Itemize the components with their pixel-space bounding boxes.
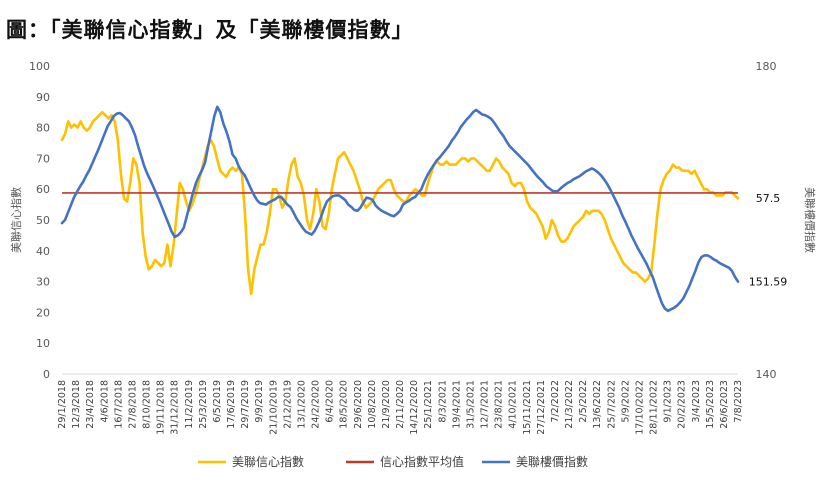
y-tick-label: 30 — [36, 276, 50, 289]
x-tick-label: 5/9/2022 — [620, 380, 631, 423]
x-tick-label: 29/7/2019 — [240, 380, 251, 429]
x-tick-label: 28/11/2022 — [649, 380, 660, 435]
y-tick-label: 0 — [43, 368, 50, 381]
series-layer — [60, 105, 740, 313]
x-tick-label: 20/2/2023 — [677, 380, 688, 429]
x-tick-label: 15/5/2023 — [705, 380, 716, 429]
chart-title: 圖：「美聯信心指數」及「美聯樓價指數」 — [6, 18, 414, 42]
x-tick-label: 2/12/2019 — [282, 380, 293, 429]
x-tick-label: 24/2/2020 — [311, 380, 322, 429]
x-tick-label: 4/10/2021 — [508, 380, 519, 429]
x-tick-label: 26/6/2023 — [719, 380, 730, 429]
y-tick-label: 80 — [36, 122, 50, 135]
legend-label: 美聯樓價指數 — [516, 454, 588, 469]
legend: 美聯信心指數 信心指數平均值 美聯樓價指數 — [198, 454, 588, 469]
x-tick-label: 13/1/2020 — [296, 380, 307, 429]
x-tick-label: 14/12/2020 — [409, 380, 420, 435]
x-tick-label: 21/3/2022 — [564, 380, 575, 429]
x-tick-label: 17/6/2019 — [226, 380, 237, 429]
y-tick-label: 40 — [36, 245, 50, 258]
average-end-label: 57.5 — [756, 192, 781, 205]
y-tick-label: 20 — [36, 306, 50, 319]
x-tick-label: 16/7/2018 — [113, 380, 124, 429]
x-tick-label: 23/4/2018 — [85, 380, 96, 429]
x-tick-label: 31/12/2018 — [170, 380, 181, 435]
legend-item: 美聯樓價指數 — [482, 454, 588, 469]
x-tick-label: 19/11/2018 — [156, 380, 167, 435]
y-tick-label: 50 — [36, 214, 50, 227]
y-axis-left: 0 10 20 30 40 50 60 70 80 90 100 — [29, 60, 50, 381]
y-axis-right: 140 180 — [756, 60, 777, 381]
x-tick-label: 17/10/2022 — [634, 380, 645, 435]
x-tick-label: 29/1/2018 — [57, 380, 68, 429]
axis-labels: 美聯信心指數 美聯樓價指數 — [9, 187, 817, 253]
x-axis: 29/1/2018 12/3/2018 23/4/2018 4/6/2018 16/7/… — [57, 380, 744, 435]
x-tick-label: 9/1/2023 — [663, 380, 674, 423]
x-tick-label: 11/2/2019 — [184, 380, 195, 429]
x-tick-label: 25/7/2022 — [606, 380, 617, 429]
x-tick-label: 10/8/2020 — [367, 380, 378, 429]
x-tick-label: 19/4/2021 — [451, 380, 462, 429]
y-tick-label: 60 — [36, 183, 50, 196]
y2-axis-title: 美聯樓價指數 — [803, 187, 817, 253]
x-tick-label: 4/6/2018 — [99, 380, 110, 423]
y-axis-title: 美聯信心指數 — [9, 187, 23, 253]
x-tick-label: 15/11/2021 — [522, 380, 533, 435]
x-tick-label: 6/4/2020 — [325, 380, 336, 423]
x-tick-label: 2/5/2022 — [578, 380, 589, 423]
x-tick-label: 21/9/2020 — [381, 380, 392, 429]
x-tick-label: 27/8/2018 — [127, 380, 138, 429]
end-labels: 57.5 151.59 — [749, 192, 788, 289]
x-tick-label: 13/6/2022 — [592, 380, 603, 429]
y-tick-label: 10 — [36, 337, 50, 350]
x-tick-label: 3/4/2023 — [691, 380, 702, 423]
x-tick-label: 6/5/2019 — [212, 380, 223, 423]
legend-label: 信心指數平均值 — [380, 454, 464, 469]
y-tick-label: 100 — [29, 60, 50, 73]
legend-item: 信心指數平均值 — [346, 454, 464, 469]
legend-label: 美聯信心指數 — [232, 454, 304, 469]
y2-tick-label: 180 — [756, 60, 777, 73]
x-tick-label: 21/10/2019 — [268, 380, 279, 435]
x-tick-label: 8/3/2021 — [437, 380, 448, 423]
y2-tick-label: 140 — [756, 368, 777, 381]
x-tick-label: 9/9/2019 — [254, 380, 265, 423]
x-tick-label: 25/1/2021 — [423, 380, 434, 429]
x-tick-label: 23/8/2021 — [494, 380, 505, 429]
x-tick-label: 7/8/2023 — [733, 380, 744, 423]
x-tick-label: 29/6/2020 — [353, 380, 364, 429]
x-tick-label: 25/3/2019 — [198, 380, 209, 429]
y-tick-label: 70 — [36, 152, 50, 165]
x-tick-label: 12/7/2021 — [480, 380, 491, 429]
legend-item: 美聯信心指數 — [198, 454, 304, 469]
x-tick-label: 12/3/2018 — [71, 380, 82, 429]
x-tick-label: 31/5/2021 — [465, 380, 476, 429]
x-tick-label: 8/10/2018 — [142, 380, 153, 429]
price-end-label: 151.59 — [749, 276, 788, 289]
series-line-confidence — [60, 110, 740, 296]
y-tick-label: 90 — [36, 91, 50, 104]
series-line-price — [60, 105, 740, 313]
x-tick-label: 7/2/2022 — [550, 380, 561, 423]
x-tick-label: 2/11/2020 — [395, 380, 406, 429]
x-tick-label: 18/5/2020 — [339, 380, 350, 429]
x-tick-label: 27/12/2021 — [536, 380, 547, 435]
